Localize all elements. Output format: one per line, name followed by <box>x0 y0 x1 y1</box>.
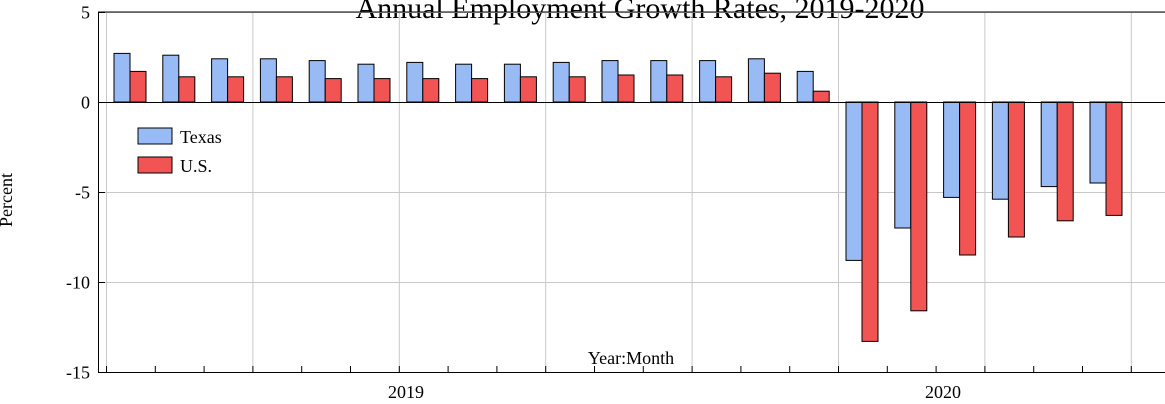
bar-texas <box>991 101 1009 200</box>
y-tick-label: -15 <box>66 363 90 383</box>
y-tick-label: 5 <box>81 3 90 23</box>
bar-us <box>1105 101 1123 216</box>
bar-texas <box>650 60 668 103</box>
bar-us <box>519 76 537 103</box>
bar-us <box>227 76 245 103</box>
bar-texas <box>552 61 570 103</box>
legend-swatch-texas <box>137 127 173 145</box>
bar-texas <box>211 58 229 103</box>
bars <box>113 52 1123 342</box>
bar-us <box>910 101 928 312</box>
bar-texas <box>1040 101 1058 188</box>
bar-us <box>275 76 293 103</box>
bar-texas <box>894 101 912 229</box>
bar-us <box>1007 101 1025 238</box>
bar-us <box>324 78 342 103</box>
bar-texas <box>455 63 473 103</box>
x-year-label: 2019 <box>388 382 424 402</box>
bar-texas <box>747 58 765 103</box>
bar-texas <box>259 58 277 103</box>
x-axis-label: Year:Month <box>588 348 674 368</box>
bar-us <box>861 101 879 342</box>
bar-us <box>715 76 733 103</box>
y-axis-label: Percent <box>0 173 16 227</box>
y-tick-label: 0 <box>81 93 90 113</box>
bar-us <box>959 101 977 256</box>
y-tick-label: -10 <box>66 273 90 293</box>
y-tick-label: -5 <box>75 183 90 203</box>
bar-texas <box>601 60 619 103</box>
legend-label-texas: Texas <box>180 127 222 147</box>
bar-us <box>129 70 147 103</box>
bar-us <box>471 78 489 103</box>
bar-texas <box>503 63 521 103</box>
bar-us <box>666 74 684 103</box>
bar-us <box>1056 101 1074 222</box>
bar-texas <box>845 101 863 261</box>
axes: 5 0 -5 -10 -15 2019 2020 <box>66 3 1165 402</box>
bar-texas <box>1089 101 1107 184</box>
bar-texas <box>308 60 326 103</box>
legend-swatch-us <box>137 156 173 174</box>
bar-texas <box>162 54 180 103</box>
bar-texas <box>406 61 424 103</box>
legend: Texas U.S. <box>137 127 222 176</box>
bar-us <box>178 76 196 103</box>
bar-texas <box>113 52 131 103</box>
bar-texas <box>699 60 717 103</box>
bar-texas <box>943 101 961 198</box>
bar-us <box>373 78 391 103</box>
bar-texas <box>796 70 814 103</box>
bar-texas <box>357 63 375 103</box>
bar-us <box>422 78 440 103</box>
bar-us <box>568 76 586 103</box>
bar-us <box>617 74 635 103</box>
bar-us <box>763 72 781 103</box>
x-year-label: 2020 <box>925 382 961 402</box>
legend-label-us: U.S. <box>180 156 212 176</box>
bar-us <box>812 90 830 103</box>
